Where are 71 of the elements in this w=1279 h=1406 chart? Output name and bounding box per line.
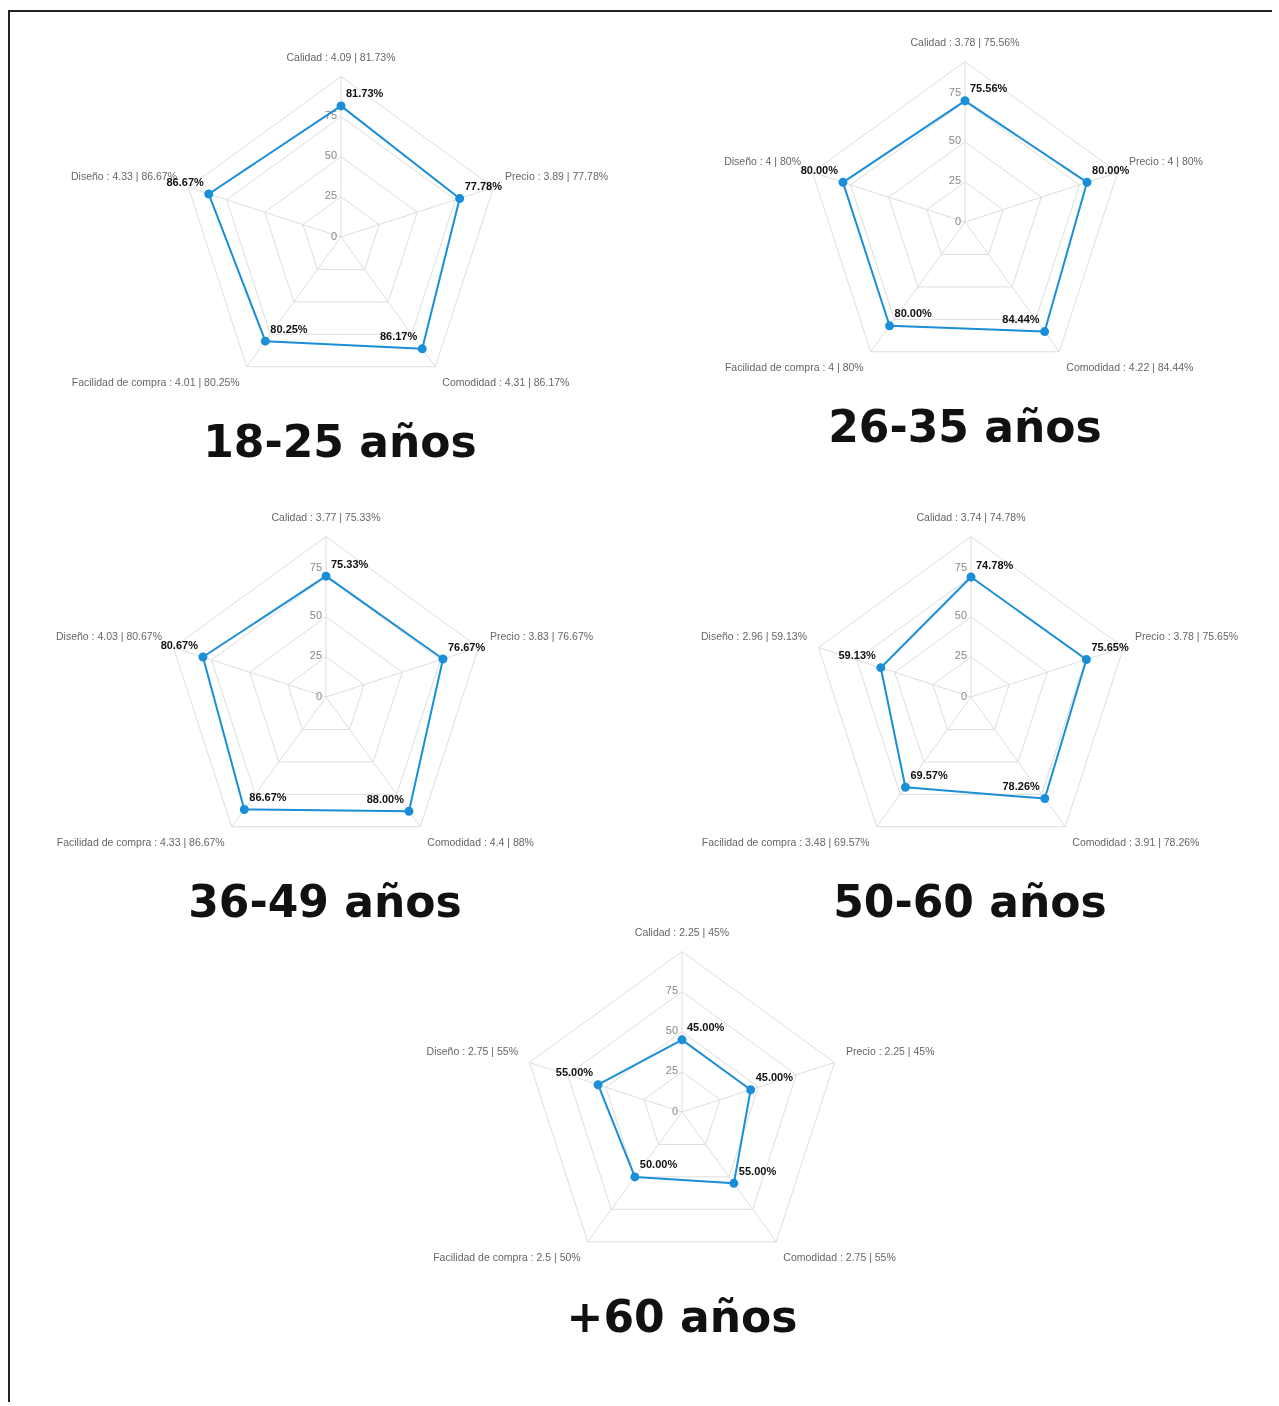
- data-label: 77.78%: [464, 179, 503, 192]
- data-label: 80.67%: [160, 638, 199, 651]
- spoke-label: Comodidad : 3.91 | 78.26%: [1072, 835, 1200, 848]
- spoke-label: Precio : 2.25 | 45%: [845, 1045, 935, 1058]
- y-tick-label: 50: [665, 1024, 679, 1037]
- y-tick-label: 50: [954, 609, 968, 622]
- y-tick-label: 25: [665, 1064, 679, 1077]
- spoke-label: Comodidad : 4.22 | 84.44%: [1066, 360, 1194, 373]
- spoke-label: Comodidad : 4.31 | 86.17%: [442, 375, 570, 388]
- y-tick-label: 50: [948, 134, 962, 147]
- text: 50-60 años: [832, 876, 1108, 927]
- y-tick-label: 75: [665, 984, 679, 997]
- data-label: 45.00%: [687, 1021, 725, 1034]
- data-label: 76.67%: [447, 640, 486, 653]
- y-tick-label: 0: [960, 689, 968, 702]
- y-tick-label: 0: [315, 689, 323, 702]
- data-label: 88.00%: [366, 792, 405, 805]
- spoke-label: Precio : 3.78 | 75.65%: [1134, 630, 1239, 643]
- data-label: 55.00%: [555, 1066, 594, 1079]
- text: 26-35 años: [827, 401, 1103, 452]
- spoke-label: Facilidad de compra : 4.33 | 86.67%: [56, 835, 225, 848]
- spoke-label: Precio : 3.83 | 76.67%: [489, 630, 594, 643]
- spoke-label: Precio : 4 | 80%: [1128, 155, 1203, 168]
- data-label: 50.00%: [639, 1158, 678, 1171]
- data-label: 75.65%: [1091, 641, 1129, 654]
- data-label: 80.00%: [1092, 163, 1130, 176]
- spoke-label: Comodidad : 2.75 | 55%: [783, 1250, 896, 1263]
- spoke-label: Calidad : 2.25 | 45%: [634, 926, 730, 939]
- spoke-label: Calidad : 3.74 | 74.78%: [916, 511, 1026, 524]
- spoke-label: Calidad : 3.77 | 75.33%: [271, 511, 381, 524]
- data-label: 75.33%: [331, 557, 369, 570]
- data-label: 84.44%: [1002, 313, 1040, 326]
- data-label: 80.25%: [270, 322, 308, 335]
- data-label: 75.56%: [970, 82, 1008, 95]
- data-label: 55.00%: [738, 1164, 777, 1177]
- y-tick-label: 25: [948, 174, 962, 187]
- data-label: 80.00%: [800, 163, 839, 176]
- spoke-label: Facilidad de compra : 3.48 | 69.57%: [701, 835, 870, 848]
- y-tick-label: 0: [330, 229, 338, 242]
- data-label: 86.67%: [249, 791, 287, 803]
- spoke-label: Calidad : 4.09 | 81.73%: [286, 51, 396, 64]
- spoke-label: Calidad : 3.78 | 75.56%: [910, 36, 1020, 49]
- y-tick-label: 25: [954, 649, 968, 662]
- spoke-label: Facilidad de compra : 2.5 | 50%: [433, 1250, 581, 1263]
- data-label: 69.57%: [910, 768, 948, 781]
- data-label: 78.26%: [1002, 780, 1040, 793]
- y-tick-label: 25: [309, 649, 323, 662]
- data-label: 45.00%: [755, 1071, 794, 1084]
- y-tick-label: 50: [324, 149, 338, 162]
- y-tick-label: 75: [309, 561, 323, 574]
- data-label: 81.73%: [346, 87, 384, 100]
- data-label: 59.13%: [838, 649, 877, 662]
- y-tick-label: 50: [309, 609, 323, 622]
- data-label: 80.00%: [894, 307, 933, 320]
- text: 18-25 años: [202, 416, 478, 467]
- data-label: 86.17%: [379, 330, 418, 343]
- y-tick-label: 75: [948, 86, 962, 99]
- y-tick-label: 0: [671, 1104, 679, 1117]
- data-label: 74.78%: [976, 558, 1014, 571]
- y-tick-label: 25: [324, 189, 338, 202]
- y-tick-label: 75: [954, 561, 968, 574]
- spoke-label: Diseño : 2.75 | 55%: [426, 1045, 519, 1058]
- spoke-label: Facilidad de compra : 4 | 80%: [724, 360, 864, 373]
- text: +60 años: [565, 1291, 799, 1342]
- spoke-label: Comodidad : 4.4 | 88%: [427, 835, 534, 848]
- spoke-label: Facilidad de compra : 4.01 | 80.25%: [71, 375, 240, 388]
- spoke-label: Diseño : 4 | 80%: [724, 155, 802, 168]
- spoke-label: Diseño : 2.96 | 59.13%: [700, 630, 808, 643]
- text: 36-49 años: [187, 876, 463, 927]
- y-tick-label: 0: [954, 214, 962, 227]
- spoke-label: Precio : 3.89 | 77.78%: [504, 170, 609, 183]
